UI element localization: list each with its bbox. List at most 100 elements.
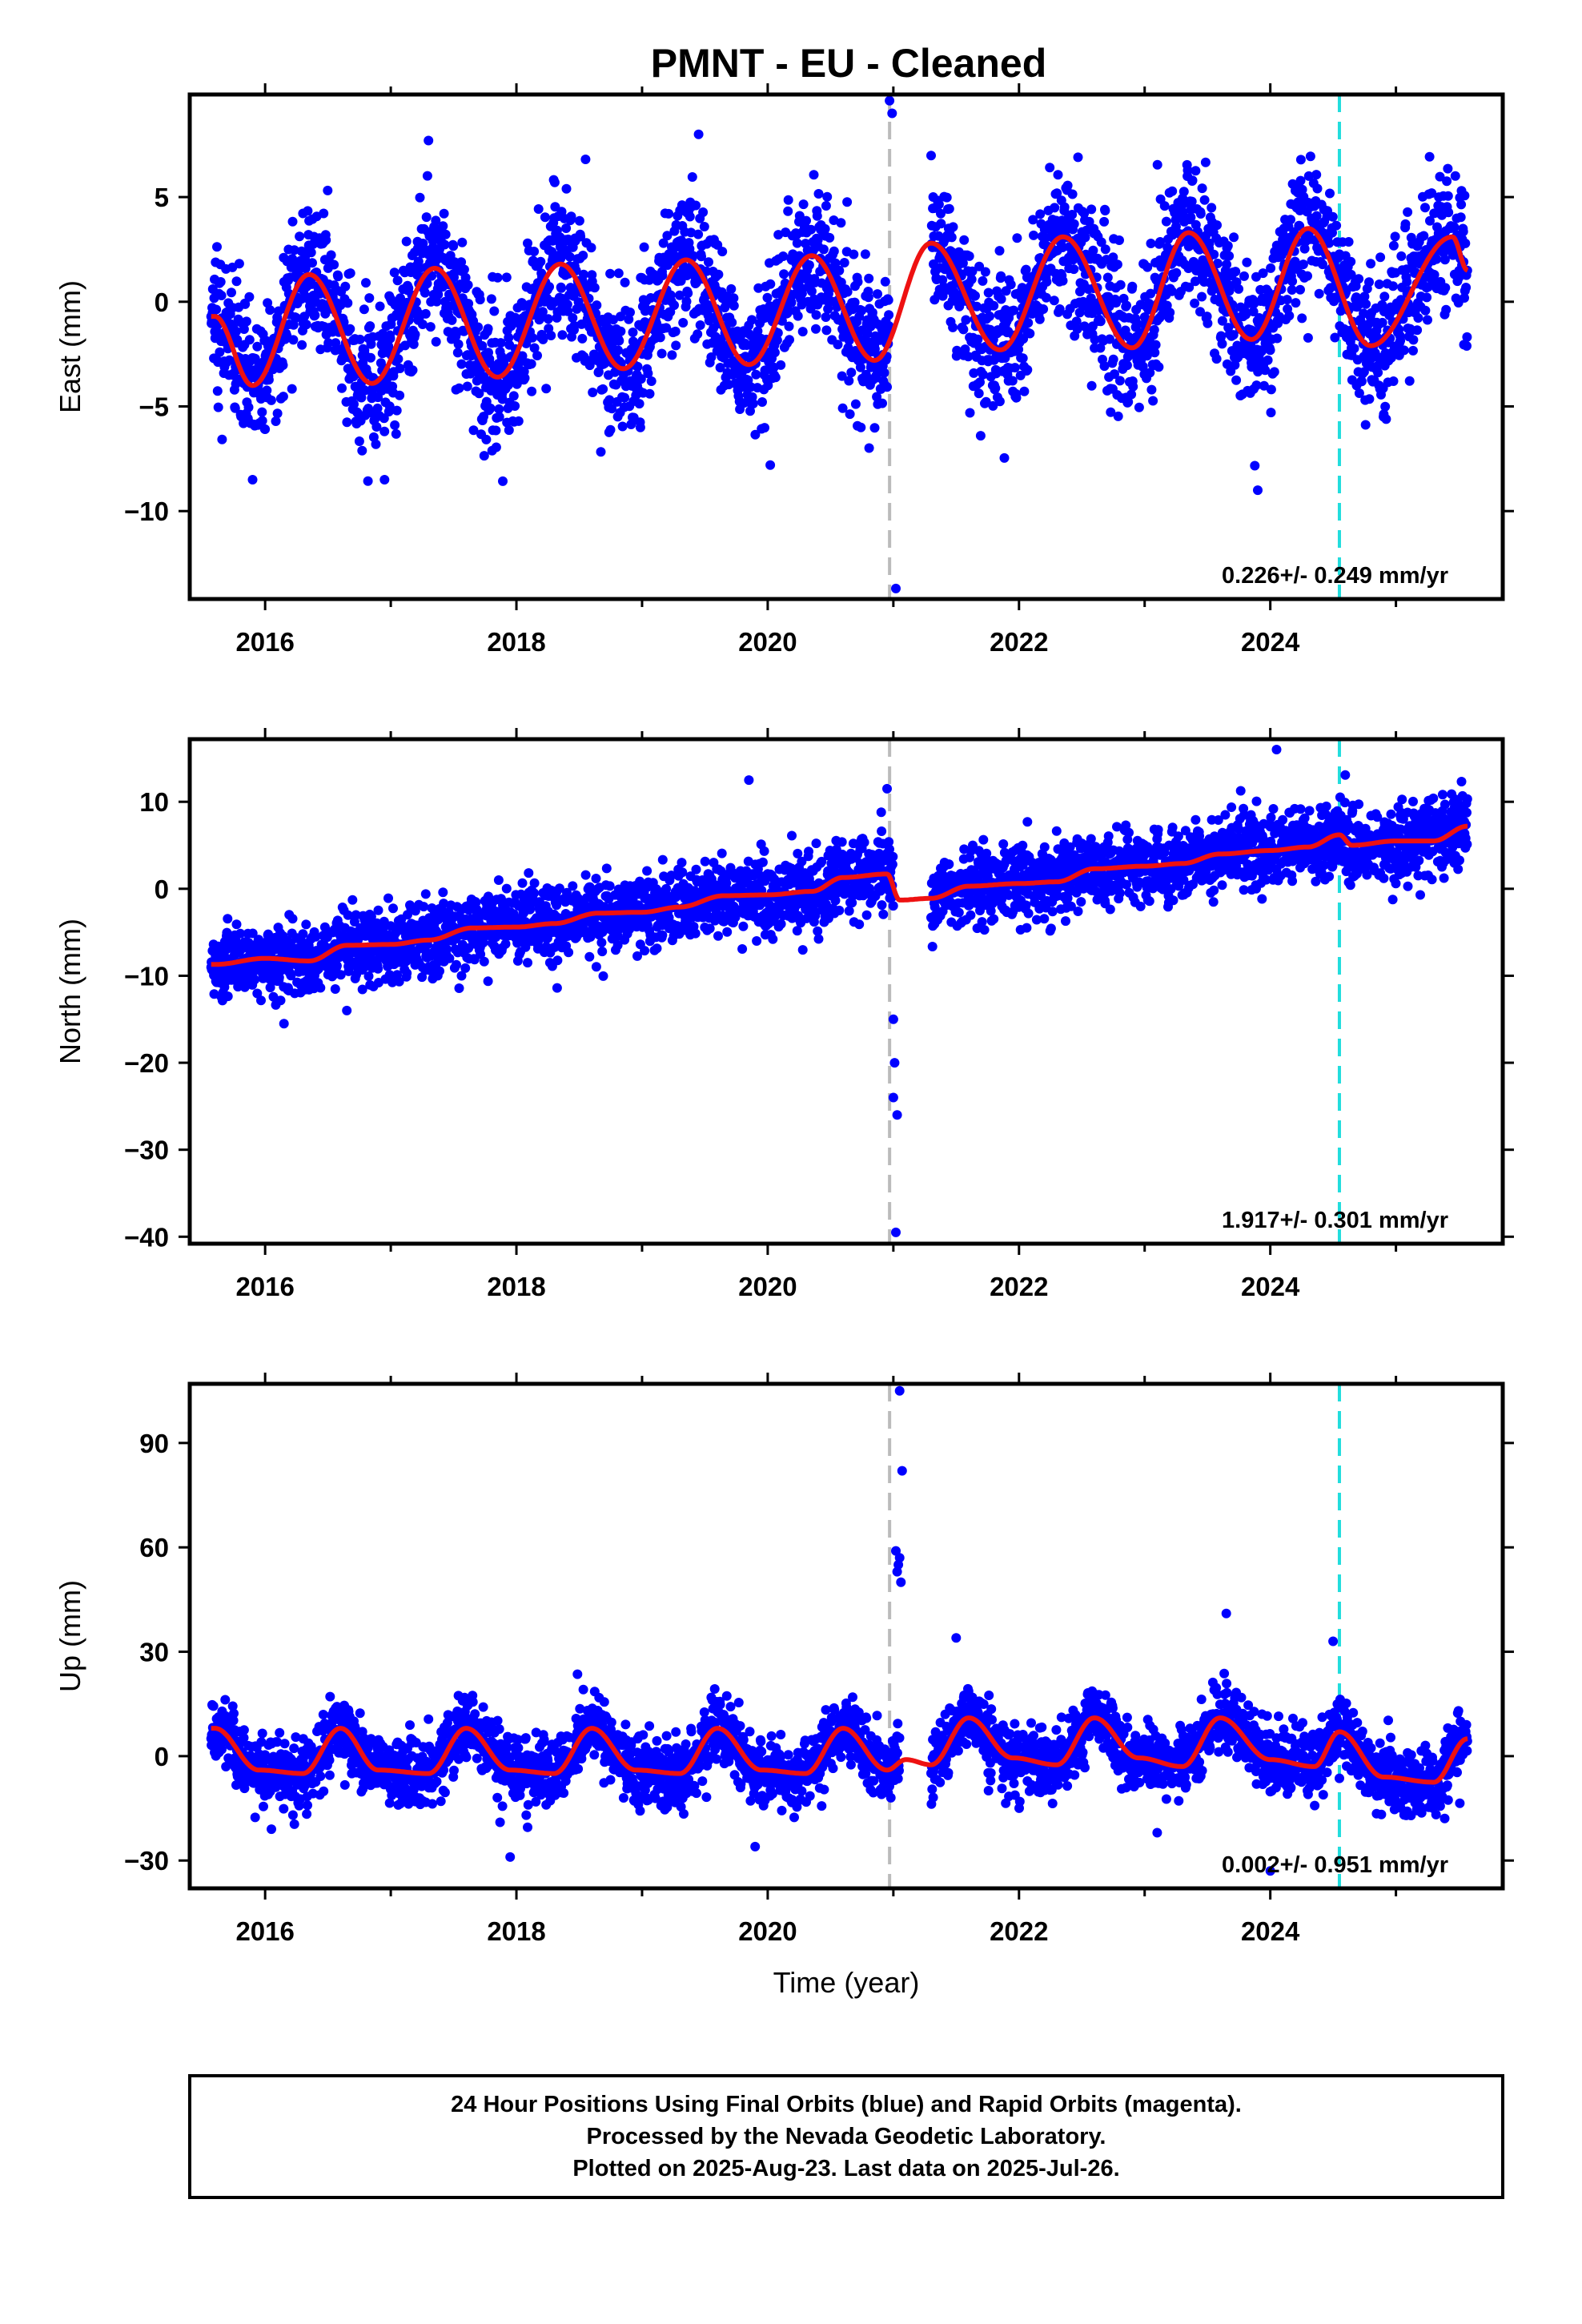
- x-tick-label: 2024: [1241, 627, 1300, 657]
- data-point: [1441, 304, 1452, 315]
- data-point: [319, 208, 329, 219]
- data-point: [877, 324, 887, 334]
- data-point: [678, 318, 689, 328]
- data-point: [1209, 249, 1219, 259]
- data-point: [549, 177, 560, 187]
- data-point: [864, 443, 874, 453]
- data-point: [1460, 191, 1470, 201]
- scatter-series: [206, 745, 1472, 1237]
- data-point: [975, 377, 985, 388]
- data-point: [375, 301, 385, 312]
- data-point: [1142, 262, 1153, 272]
- data-point: [1167, 186, 1178, 196]
- data-point: [1150, 340, 1161, 350]
- data-point: [454, 383, 464, 393]
- data-point: [863, 292, 873, 303]
- data-point: [563, 306, 573, 316]
- data-point: [1155, 237, 1166, 247]
- data-point: [1058, 275, 1068, 286]
- data-point: [699, 222, 709, 231]
- data-point: [1439, 255, 1450, 265]
- data-point: [1022, 364, 1033, 375]
- data-point: [366, 911, 376, 922]
- data-point: [936, 219, 946, 229]
- data-point: [883, 295, 893, 305]
- data-point: [1363, 320, 1374, 329]
- data-point: [287, 384, 297, 394]
- data-point: [963, 352, 974, 362]
- data-point: [520, 373, 530, 384]
- data-point: [726, 283, 737, 294]
- data-point: [1423, 315, 1432, 325]
- data-point: [801, 215, 811, 226]
- data-point: [483, 976, 493, 987]
- data-point: [331, 338, 341, 348]
- data-point: [961, 315, 971, 325]
- data-point: [1388, 376, 1399, 386]
- data-point: [252, 341, 263, 352]
- data-point: [260, 424, 271, 434]
- data-point: [295, 231, 305, 242]
- data-point: [994, 396, 1005, 407]
- data-point: [1149, 324, 1159, 335]
- data-point: [408, 339, 419, 349]
- data-point: [811, 310, 821, 320]
- data-point: [452, 959, 461, 970]
- data-point: [612, 940, 623, 951]
- data-point: [855, 362, 865, 372]
- data-point: [460, 272, 471, 283]
- data-point: [1200, 157, 1211, 167]
- data-point: [1187, 175, 1198, 186]
- data-point: [1023, 318, 1034, 328]
- data-point: [1006, 279, 1016, 290]
- data-point: [373, 905, 383, 915]
- data-point: [408, 365, 418, 376]
- data-point: [783, 195, 793, 205]
- data-point: [639, 242, 649, 252]
- data-point: [706, 352, 717, 362]
- data-point: [278, 392, 288, 402]
- data-point: [481, 434, 492, 444]
- data-point: [798, 199, 809, 210]
- data-point: [357, 445, 367, 456]
- data-point: [1460, 293, 1469, 303]
- data-point: [355, 334, 365, 344]
- data-point: [568, 313, 578, 323]
- data-point: [691, 200, 701, 211]
- data-point: [486, 294, 496, 304]
- data-point: [395, 390, 405, 400]
- data-point: [1230, 360, 1240, 370]
- data-point: [494, 412, 504, 422]
- data-point: [379, 426, 390, 436]
- data-point: [239, 982, 250, 992]
- data-point: [792, 238, 802, 248]
- data-point: [478, 938, 488, 948]
- data-point: [972, 301, 982, 312]
- data-point: [459, 264, 469, 275]
- data-point: [1086, 380, 1097, 391]
- data-point: [1396, 251, 1407, 261]
- data-point: [856, 422, 866, 432]
- data-point: [879, 368, 889, 378]
- data-point: [752, 936, 762, 946]
- data-point: [1290, 256, 1300, 267]
- data-point: [456, 359, 467, 369]
- data-point: [235, 928, 246, 939]
- data-point: [337, 383, 347, 393]
- data-point: [674, 290, 685, 300]
- data-point: [223, 991, 233, 1002]
- outlier-point: [891, 583, 901, 593]
- data-point: [473, 322, 484, 332]
- data-point: [1186, 212, 1196, 223]
- data-point: [797, 327, 808, 337]
- data-point: [1297, 184, 1307, 195]
- data-point: [266, 395, 276, 405]
- data-point: [671, 340, 681, 351]
- data-point: [492, 272, 503, 283]
- data-point: [212, 242, 222, 252]
- data-point: [500, 939, 511, 949]
- data-point: [1028, 215, 1038, 225]
- data-point: [1424, 151, 1435, 162]
- data-point: [715, 363, 725, 372]
